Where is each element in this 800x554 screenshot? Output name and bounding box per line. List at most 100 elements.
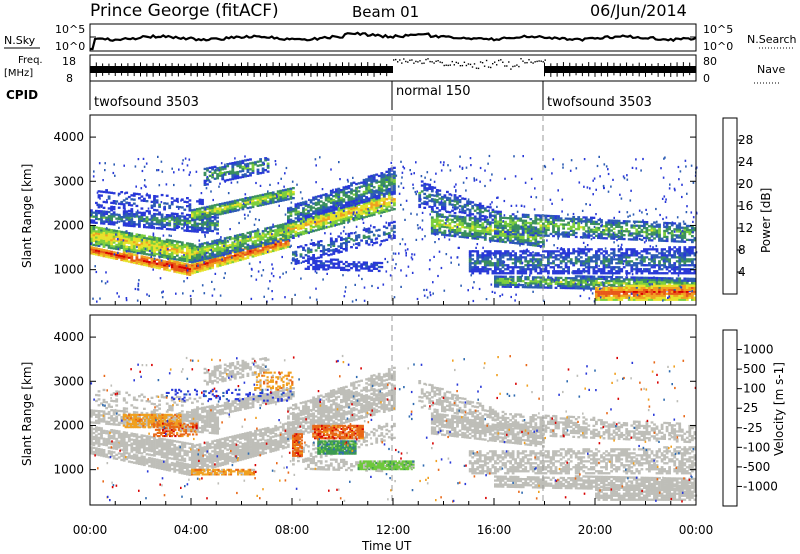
power-cell — [322, 247, 326, 250]
power-cell — [208, 263, 212, 266]
power-cell — [435, 215, 439, 218]
power-cell — [213, 212, 217, 215]
power-cell — [90, 235, 93, 238]
power-cell — [170, 197, 174, 200]
power-cell — [481, 266, 485, 269]
power-cell — [355, 206, 358, 209]
power-cell — [206, 177, 209, 180]
power-cell — [592, 256, 596, 259]
power-cell — [188, 203, 192, 206]
power-cell — [463, 218, 467, 221]
power-cell — [428, 183, 432, 186]
power-cell — [476, 212, 480, 215]
power-cell — [514, 283, 517, 287]
power-cell — [135, 204, 139, 208]
power-cell — [473, 262, 477, 265]
power-cell — [499, 212, 502, 215]
power-cell — [365, 196, 368, 199]
nave-dot — [516, 64, 518, 66]
power-cell — [95, 221, 98, 224]
power-cell — [441, 205, 444, 209]
power-cell — [97, 206, 101, 209]
power-cell — [360, 210, 363, 214]
power-cell — [456, 198, 459, 201]
power-cell — [602, 225, 606, 228]
power-cell — [547, 264, 550, 267]
power-cell — [294, 211, 298, 214]
power-cell — [496, 230, 500, 233]
power-cell — [345, 185, 348, 188]
power-cell — [683, 246, 687, 249]
power-cell — [665, 272, 669, 275]
power-cell — [138, 193, 141, 196]
power-cell — [592, 260, 596, 263]
power-cell — [509, 219, 512, 222]
power-cell — [514, 230, 517, 233]
power-cell — [534, 232, 538, 235]
power-cell — [501, 285, 505, 288]
power-cell — [112, 206, 116, 209]
power-cell — [375, 204, 379, 208]
power-cell — [377, 184, 381, 187]
power-cell — [506, 229, 510, 232]
power-cell — [251, 251, 255, 254]
power-cell — [486, 272, 490, 275]
nave-dot — [506, 65, 508, 67]
power-cell — [620, 233, 624, 237]
power-cell — [208, 265, 212, 268]
power-cell — [287, 224, 290, 228]
power-cell — [345, 264, 348, 268]
power-cell — [549, 262, 553, 265]
power-cell — [196, 230, 199, 233]
power-cell — [360, 185, 363, 188]
power-cell — [678, 272, 682, 275]
power-cell — [595, 262, 598, 265]
power-cell — [524, 213, 528, 217]
power-cell — [441, 233, 444, 236]
power-cell — [125, 191, 129, 194]
power-cell — [572, 262, 576, 265]
power-cell — [370, 180, 374, 184]
power-cell — [132, 192, 136, 195]
power-cell — [249, 252, 252, 255]
power-cell — [90, 225, 93, 228]
power-cell — [249, 158, 252, 161]
power-cell — [372, 267, 376, 270]
power-cell — [509, 275, 512, 278]
power-cell — [526, 276, 530, 279]
power-cell — [617, 250, 621, 253]
nsearch-tick-top: 10^5 — [703, 23, 733, 36]
power-cell — [355, 246, 358, 249]
power-cell — [554, 264, 558, 267]
power-cell — [365, 267, 368, 270]
power-cell — [352, 189, 356, 192]
power-cell — [643, 230, 646, 234]
power-cell — [595, 260, 598, 263]
power-cell — [130, 246, 134, 249]
power-cell — [244, 199, 247, 202]
power-cell — [544, 234, 548, 237]
power-cell — [441, 197, 444, 201]
power-cell — [365, 209, 368, 212]
power-cell — [559, 260, 563, 263]
power-cell — [231, 177, 235, 181]
power-cell — [193, 218, 197, 221]
power-cell — [324, 207, 328, 210]
power-cell — [579, 272, 583, 275]
power-cell — [266, 249, 270, 252]
power-cell — [211, 210, 214, 213]
power-cell — [281, 223, 285, 226]
power-cell — [617, 223, 621, 227]
power-cell — [678, 258, 682, 261]
power-cell — [264, 227, 267, 230]
power-cell — [534, 264, 538, 267]
power-cell — [276, 190, 280, 193]
power-cell — [610, 248, 613, 251]
power-cell — [102, 251, 106, 254]
power-cell — [112, 200, 116, 203]
power-cell — [511, 250, 515, 253]
power-cell — [587, 218, 591, 221]
power-cell — [531, 226, 535, 229]
power-cell — [163, 225, 166, 228]
power-cell — [494, 268, 497, 271]
